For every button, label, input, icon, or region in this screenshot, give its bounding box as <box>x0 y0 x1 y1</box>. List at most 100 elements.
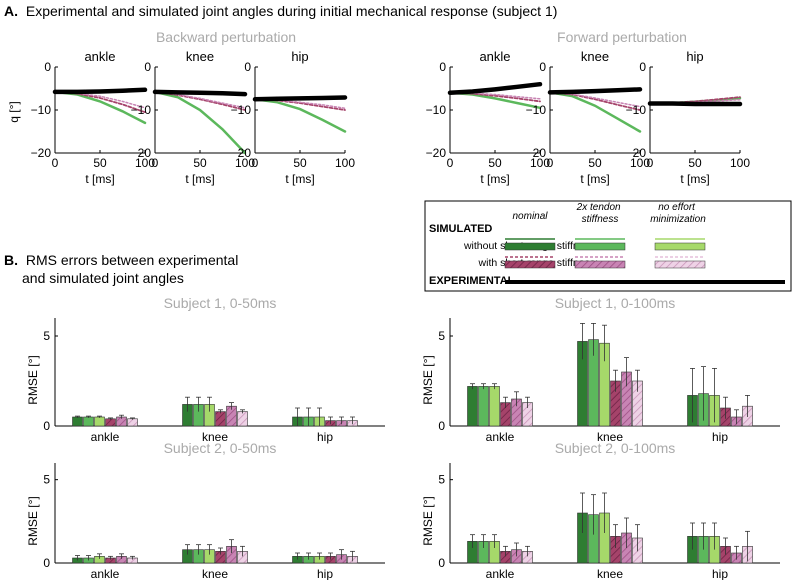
group-title-forward: Forward perturbation <box>557 29 687 45</box>
legend-experimental-label: EXPERIMENTAL <box>429 275 515 287</box>
category-label-knee: knee <box>202 430 228 444</box>
y-tick-label: −20 <box>131 146 152 160</box>
legend-bar-with-srs <box>504 260 556 269</box>
category-label-hip: hip <box>317 430 333 444</box>
x-tick-label: 50 <box>293 156 307 170</box>
y-tick-label: −20 <box>526 146 547 160</box>
category-label-ankle: ankle <box>486 567 515 580</box>
x-axis-label: t [ms] <box>680 172 709 186</box>
x-axis-label: t [ms] <box>285 172 314 186</box>
series-line-nominal-without-SRS <box>153 90 247 155</box>
angle-panel-title: knee <box>186 49 214 64</box>
bar-ankle-2 <box>489 386 500 427</box>
bar-knee-5 <box>237 411 248 427</box>
x-tick-label: 0 <box>647 156 654 170</box>
series-line-nominal-without-SRS <box>548 91 642 133</box>
x-axis-label: t [ms] <box>480 172 509 186</box>
y-tick-label: 0 <box>43 556 50 570</box>
series-line-experimental <box>547 87 643 95</box>
series-line-experimental <box>252 95 348 102</box>
y-tick-label: −20 <box>231 146 252 160</box>
series-line-2x-tendon-with-SRS <box>254 98 346 110</box>
rmse-panel: Subject 1, 0-50ms RMSE [°] 0 5 ankle knee hip <box>26 295 385 444</box>
angle-y-axis-label: q [°] <box>7 101 21 122</box>
rmse-y-axis-label: RMSE [°] <box>421 355 435 404</box>
legend-col-noeffort-line2: minimization <box>650 214 706 225</box>
bar-ankle-1 <box>478 386 489 427</box>
bar-ankle-2 <box>94 416 105 427</box>
y-tick-label: 5 <box>438 473 445 487</box>
legend-col-noeffort-line1: no effort <box>658 202 696 213</box>
x-tick-label: 50 <box>193 156 207 170</box>
y-tick-label: 0 <box>539 60 546 74</box>
rmse-y-axis-label: RMSE [°] <box>26 496 40 545</box>
legend: nominal 2x tendon stiffness no effort mi… <box>424 200 792 292</box>
category-label-ankle: ankle <box>91 567 120 580</box>
category-label-knee: knee <box>597 567 623 580</box>
legend-bar-with-srs <box>654 260 706 269</box>
bar-ankle-5 <box>127 418 138 427</box>
series-line-experimental <box>52 87 148 95</box>
category-label-hip: hip <box>712 430 728 444</box>
legend-col-noeffort: no effort minimization <box>650 202 706 225</box>
legend-bar-without-srs <box>504 242 556 251</box>
y-tick-label: −20 <box>626 146 647 160</box>
category-label-knee: knee <box>597 430 623 444</box>
y-tick-label: 0 <box>244 60 251 74</box>
x-tick-label: 50 <box>93 156 107 170</box>
x-tick-label: 0 <box>52 156 59 170</box>
rmse-panel-title: Subject 1, 0-50ms <box>164 295 277 311</box>
rmse-panel: Subject 2, 0-50ms RMSE [°]0 5 ankle knee hip <box>26 440 385 580</box>
bar-ankle-0 <box>72 416 83 427</box>
bar-ankle-3 <box>105 418 116 427</box>
x-tick-label: 50 <box>688 156 702 170</box>
x-tick-label: 50 <box>488 156 502 170</box>
y-tick-label: 0 <box>144 60 151 74</box>
x-tick-label: 100 <box>335 156 355 170</box>
legend-bar-with-srs <box>574 260 626 269</box>
y-tick-label: −10 <box>231 103 252 117</box>
svg-text:A. Experimental and simula: A. Experimental and simulated joint angl… <box>4 3 557 19</box>
legend-col-tendon-line1: 2x tendon <box>576 202 621 213</box>
section-a-letter: A. <box>4 3 18 19</box>
x-tick-label: 0 <box>252 156 259 170</box>
x-axis-label: t [ms] <box>85 172 114 186</box>
y-tick-label: 0 <box>438 419 445 433</box>
bar-knee-3 <box>215 411 226 427</box>
section-b-letter: B. <box>4 252 18 268</box>
angle-panel-title: hip <box>686 49 703 64</box>
x-tick-label: 100 <box>730 156 750 170</box>
x-tick-label: 0 <box>447 156 454 170</box>
y-tick-label: −20 <box>426 146 447 160</box>
rmse-panel-title: Subject 2, 0-100ms <box>555 440 676 456</box>
y-tick-label: −20 <box>31 146 52 160</box>
svg-text:B. RMS errors between expe: B. RMS errors between experimental <box>4 252 238 268</box>
y-tick-label: −10 <box>31 103 52 117</box>
legend-col-tendon-line2: stiffness <box>582 214 619 225</box>
x-tick-label: 100 <box>630 156 650 170</box>
x-tick-label: 100 <box>235 156 255 170</box>
angle-panel-title: ankle <box>479 49 510 64</box>
section-b-title-line1: RMS errors between experimental <box>26 252 238 268</box>
legend-simulated-label: SIMULATED <box>429 223 492 235</box>
x-tick-label: 0 <box>152 156 159 170</box>
y-tick-label: 0 <box>44 60 51 74</box>
y-tick-label: 0 <box>43 419 50 433</box>
y-tick-label: −10 <box>426 103 447 117</box>
rmse-panel: Subject 2, 0-100ms RMSE [°]0 5 ankle knee hip <box>421 440 780 580</box>
bar-ankle-0 <box>467 386 478 427</box>
y-tick-label: −10 <box>131 103 152 117</box>
series-line-2x-tendon-with-SRS <box>549 91 641 108</box>
series-line-nominal-without-SRS <box>253 98 347 133</box>
rmse-panel-title: Subject 1, 0-100ms <box>555 295 676 311</box>
y-tick-label: 5 <box>43 473 50 487</box>
category-label-hip: hip <box>317 567 333 580</box>
y-tick-label: 5 <box>438 329 445 343</box>
rmse-y-axis-label: RMSE [°] <box>421 496 435 545</box>
category-label-knee: knee <box>202 567 228 580</box>
